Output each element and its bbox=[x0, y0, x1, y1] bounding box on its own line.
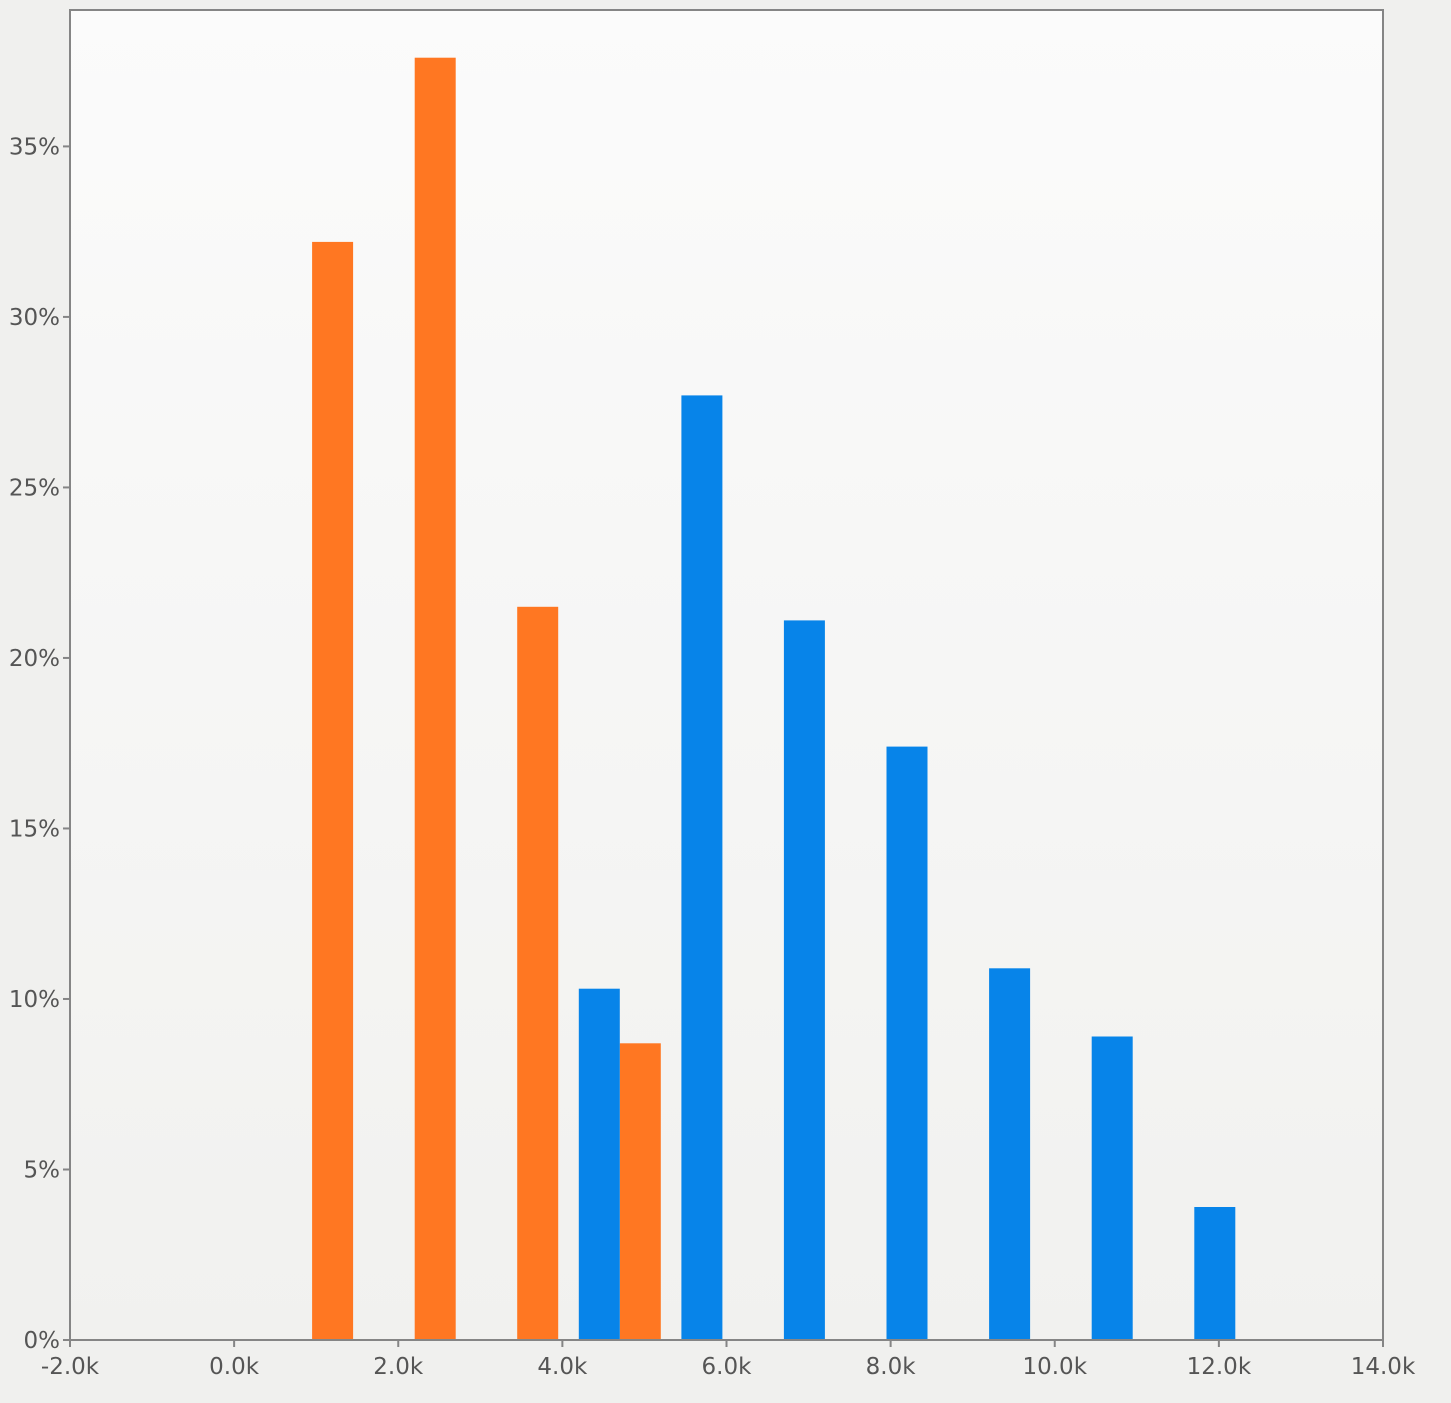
y-tick-label: 10% bbox=[9, 987, 60, 1013]
bar-series-2-4 bbox=[886, 746, 928, 1340]
y-axis: 0% 5% 10% 15% 20% 25% 30% 35% bbox=[9, 134, 70, 1354]
x-tick-label: 0.0k bbox=[209, 1354, 260, 1380]
y-tick-label: 5% bbox=[24, 1157, 61, 1183]
x-tick-label: 10.0k bbox=[1022, 1354, 1087, 1380]
y-tick-label: 35% bbox=[9, 134, 60, 160]
bar-series-2-7 bbox=[1194, 1207, 1236, 1340]
bar-series-2-6 bbox=[1091, 1036, 1133, 1340]
bar-series-1-1 bbox=[312, 241, 354, 1340]
plot-area bbox=[70, 10, 1383, 1340]
bar-series-1-2 bbox=[414, 57, 456, 1341]
bar-series-2-3 bbox=[783, 620, 825, 1340]
bar-series-2-2 bbox=[681, 395, 723, 1340]
bar-series-1-3 bbox=[517, 606, 559, 1340]
bar-series-2-5 bbox=[989, 968, 1031, 1340]
bars-layer bbox=[312, 57, 1236, 1341]
x-tick-label: 8.0k bbox=[866, 1354, 917, 1380]
x-tick-label: 4.0k bbox=[537, 1354, 588, 1380]
y-tick-label: 0% bbox=[24, 1328, 61, 1354]
x-tick-label: 12.0k bbox=[1187, 1354, 1252, 1380]
bar-series-2-1 bbox=[578, 988, 620, 1340]
x-tick-label: -2.0k bbox=[41, 1354, 100, 1380]
bar-series-1-4 bbox=[619, 1043, 661, 1340]
y-tick-label: 15% bbox=[9, 816, 60, 842]
x-tick-label: 14.0k bbox=[1351, 1354, 1416, 1380]
y-tick-label: 25% bbox=[9, 475, 60, 501]
y-tick-label: 30% bbox=[9, 305, 60, 331]
y-tick-label: 20% bbox=[9, 646, 60, 672]
x-axis: -2.0k 0.0k 2.0k 4.0k 6.0k 8.0k 10.0k 12.0k 14.0k bbox=[41, 1340, 1416, 1380]
x-tick-label: 2.0k bbox=[373, 1354, 424, 1380]
x-tick-label: 6.0k bbox=[702, 1354, 753, 1380]
